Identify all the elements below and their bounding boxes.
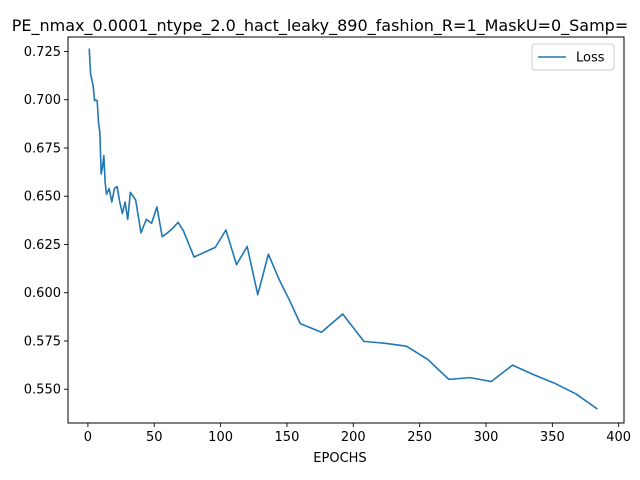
x-tick-label: 400 — [606, 430, 631, 445]
legend-box — [531, 43, 615, 71]
y-tick-label: 0.575 — [24, 334, 61, 349]
x-tick-label: 100 — [208, 430, 233, 445]
chart-title: PE_nmax_0.0001_ntype_2.0_hact_leaky_890_… — [12, 16, 629, 36]
y-tick-label: 0.550 — [24, 383, 61, 398]
x-tick-label: 150 — [275, 430, 300, 445]
x-tick-label: 250 — [407, 430, 432, 445]
y-tick-label: 0.650 — [24, 190, 61, 205]
legend-label: Loss — [576, 51, 605, 66]
plot-frame — [67, 36, 625, 424]
y-axis: 0.550 0.575 0.600 0.625 0.650 0.675 0.700 0.725 — [24, 45, 68, 398]
legend: Loss — [531, 43, 615, 71]
x-tick-label: 50 — [146, 430, 163, 445]
y-tick-label: 0.600 — [24, 286, 61, 301]
x-tick-label: 350 — [540, 430, 565, 445]
y-tick-label: 0.725 — [24, 45, 61, 60]
x-tick-label: 200 — [341, 430, 366, 445]
y-tick-label: 0.625 — [24, 238, 61, 253]
x-axis-label: EPOCHS — [313, 451, 366, 466]
y-tick-label: 0.675 — [24, 141, 61, 156]
x-tick-label: 0 — [84, 430, 92, 445]
series-line-0 — [88, 48, 598, 410]
y-tick-label: 0.700 — [24, 93, 61, 108]
plot-area — [67, 36, 625, 424]
x-axis: 0 50 100 150 200 250 300 350 400 — [84, 423, 631, 445]
x-tick-label: 300 — [474, 430, 499, 445]
